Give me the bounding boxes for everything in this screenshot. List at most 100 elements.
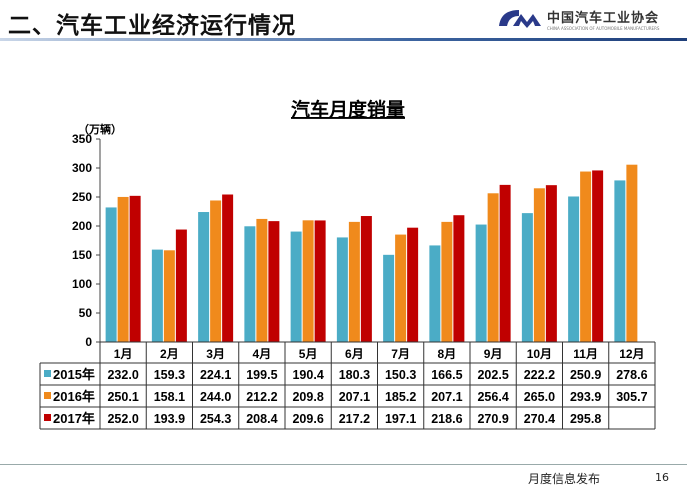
- data-cell: 209.6: [292, 412, 323, 426]
- bar-2016年-10月: [533, 188, 545, 342]
- data-cell: 305.7: [616, 390, 647, 404]
- bar-2016年-5月: [302, 220, 314, 342]
- y-tick-label: 350: [72, 132, 92, 146]
- data-cell: 190.4: [292, 368, 323, 382]
- data-cell: 199.5: [246, 368, 277, 382]
- bar-2016年-3月: [210, 200, 222, 342]
- x-tick-label: 8月: [438, 347, 457, 361]
- data-cell: 232.0: [107, 368, 138, 382]
- x-tick-label: 12月: [619, 347, 644, 361]
- bar-2016年-4月: [256, 218, 268, 342]
- legend-swatch-2016年: [44, 392, 51, 399]
- x-tick-label: 5月: [299, 347, 318, 361]
- data-cell: 224.1: [200, 368, 231, 382]
- section-title: 二、汽车工业经济运行情况: [8, 13, 296, 39]
- y-tick-label: 0: [85, 335, 92, 349]
- data-cell: 250.9: [570, 368, 601, 382]
- x-tick-label: 11月: [573, 347, 598, 361]
- data-cell: 218.6: [431, 412, 462, 426]
- bar-2015年-5月: [290, 231, 302, 342]
- data-cell: 295.8: [570, 412, 601, 426]
- bar-2016年-11月: [580, 171, 592, 342]
- bar-2015年-4月: [244, 226, 256, 342]
- legend-label: 2017年: [53, 411, 95, 426]
- data-cell: 256.4: [477, 390, 508, 404]
- y-tick-label: 300: [72, 161, 92, 175]
- data-cell: 150.3: [385, 368, 416, 382]
- y-axis-unit: （万辆）: [78, 122, 122, 136]
- y-tick-label: 250: [72, 190, 92, 204]
- legend-swatch-2015年: [44, 370, 51, 377]
- bar-2017年-1月: [129, 195, 141, 342]
- data-cell: 159.3: [154, 368, 185, 382]
- legend-label: 2016年: [53, 389, 95, 404]
- chart-title: 汽车月度销量: [291, 98, 405, 121]
- bar-2016年-9月: [487, 193, 499, 342]
- bar-2016年-12月: [626, 164, 638, 342]
- bar-2015年-11月: [568, 196, 580, 342]
- bar-2015年-7月: [383, 254, 395, 342]
- bar-2015年-1月: [105, 207, 117, 342]
- bar-2017年-2月: [175, 229, 187, 342]
- bar-2017年-3月: [222, 194, 234, 342]
- data-cell: 244.0: [200, 390, 231, 404]
- bar-2015年-9月: [475, 224, 487, 342]
- bar-2015年-10月: [521, 213, 533, 342]
- legend-swatch-2017年: [44, 414, 51, 421]
- logo-name-en: CHINA ASSOCIATION OF AUTOMOBILE MANUFACT…: [547, 26, 660, 31]
- legend-label: 2015年: [53, 367, 95, 382]
- data-cell: 197.1: [385, 412, 416, 426]
- y-tick-label: 200: [72, 219, 92, 233]
- bar-2016年-1月: [117, 196, 129, 342]
- data-cell: 222.2: [524, 368, 555, 382]
- bar-2017年-4月: [268, 221, 280, 342]
- data-cell: 193.9: [154, 412, 185, 426]
- footer-divider: [0, 464, 687, 465]
- bar-2015年-8月: [429, 245, 441, 342]
- y-tick-label: 100: [72, 277, 92, 291]
- data-cell: 254.3: [200, 412, 231, 426]
- x-tick-label: 4月: [253, 347, 272, 361]
- bar-2015年-6月: [336, 237, 348, 342]
- bar-2017年-11月: [592, 170, 604, 342]
- bar-2016年-2月: [163, 250, 175, 342]
- bar-2016年-6月: [348, 221, 360, 342]
- bar-2017年-10月: [545, 185, 557, 342]
- data-cell: 270.9: [477, 412, 508, 426]
- x-tick-label: 9月: [484, 347, 503, 361]
- x-tick-label: 6月: [345, 347, 364, 361]
- x-tick-label: 1月: [114, 347, 133, 361]
- data-cell: 202.5: [477, 368, 508, 382]
- bar-2016年-8月: [441, 221, 453, 342]
- x-tick-label: 10月: [527, 347, 552, 361]
- page-number: 16: [655, 471, 669, 484]
- data-cell: 293.9: [570, 390, 601, 404]
- data-cell: 270.4: [524, 412, 555, 426]
- header-divider: [0, 38, 687, 41]
- caam-logo-mark-icon: [499, 10, 541, 28]
- x-tick-label: 7月: [391, 347, 410, 361]
- logo-name-cn: 中国汽车工业协会: [547, 11, 660, 26]
- data-cell: 209.8: [292, 390, 323, 404]
- data-cell: 207.1: [431, 390, 462, 404]
- footer-text: 月度信息发布: [528, 472, 601, 486]
- data-cell: 158.1: [154, 390, 185, 404]
- bar-2017年-9月: [499, 184, 511, 342]
- caam-logo: 中国汽车工业协会 CHINA ASSOCIATION OF AUTOMOBILE…: [497, 6, 687, 34]
- y-tick-label: 150: [72, 248, 92, 262]
- data-cell: 278.6: [616, 368, 647, 382]
- x-tick-label: 3月: [206, 347, 225, 361]
- data-cell: 180.3: [339, 368, 370, 382]
- bar-2017年-6月: [360, 216, 372, 342]
- bar-2015年-3月: [198, 212, 210, 342]
- data-cell: 208.4: [246, 412, 277, 426]
- bar-2017年-7月: [407, 227, 419, 342]
- data-cell: 250.1: [107, 390, 138, 404]
- data-cell: 212.2: [246, 390, 277, 404]
- data-cell: 207.1: [339, 390, 370, 404]
- data-cell: 166.5: [431, 368, 462, 382]
- data-cell: 265.0: [524, 390, 555, 404]
- x-tick-label: 2月: [160, 347, 179, 361]
